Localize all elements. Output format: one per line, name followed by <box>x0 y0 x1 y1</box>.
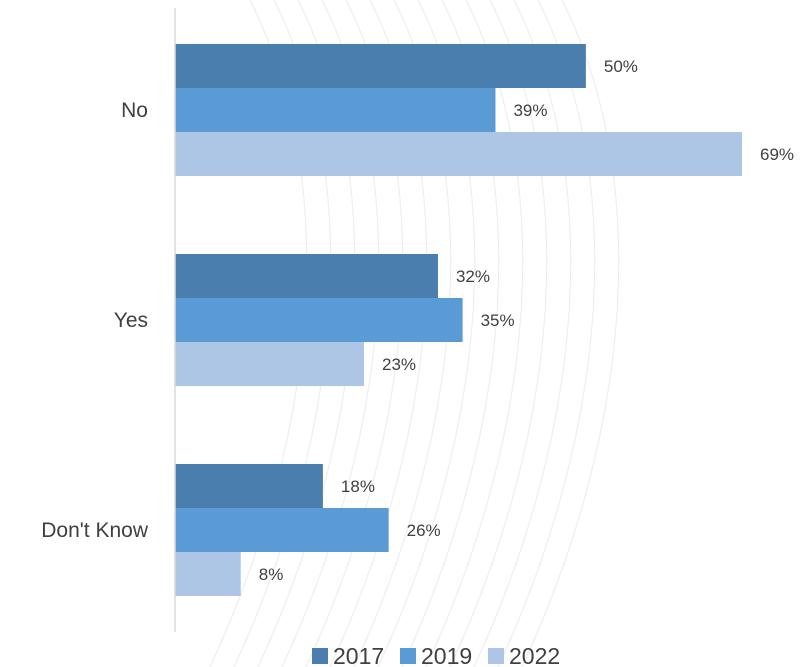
data-label: 26% <box>407 521 441 540</box>
bar <box>175 508 389 552</box>
legend-swatch <box>400 648 416 664</box>
category-label: No <box>121 99 148 122</box>
data-label: 50% <box>604 57 638 76</box>
watermark-line <box>521 0 620 667</box>
legend-label: 2019 <box>421 643 472 667</box>
category-label: Don't Know <box>41 519 149 542</box>
category-label: Yes <box>114 309 148 332</box>
data-label: 35% <box>481 311 515 330</box>
legend-swatch <box>312 648 328 664</box>
data-label: 8% <box>259 565 284 584</box>
bars-group <box>175 44 742 596</box>
bar <box>175 342 364 386</box>
bar <box>175 254 438 298</box>
bar <box>175 132 742 176</box>
data-label: 18% <box>341 477 375 496</box>
data-label: 39% <box>513 101 547 120</box>
data-label: 69% <box>760 145 794 164</box>
data-label: 32% <box>456 267 490 286</box>
bar <box>175 298 463 342</box>
bar <box>175 88 496 132</box>
bar <box>175 44 586 88</box>
data-label: 23% <box>382 355 416 374</box>
legend-label: 2022 <box>509 643 560 667</box>
labels-group: No 50% 39% 69% Yes 32% 35% 23% Don't Know 18% 26% 8… <box>41 57 794 584</box>
legend: 2017 2019 2022 <box>312 643 560 667</box>
legend-swatch <box>488 648 504 664</box>
bar <box>175 464 323 508</box>
legend-label: 2017 <box>333 643 384 667</box>
bar <box>175 552 241 596</box>
